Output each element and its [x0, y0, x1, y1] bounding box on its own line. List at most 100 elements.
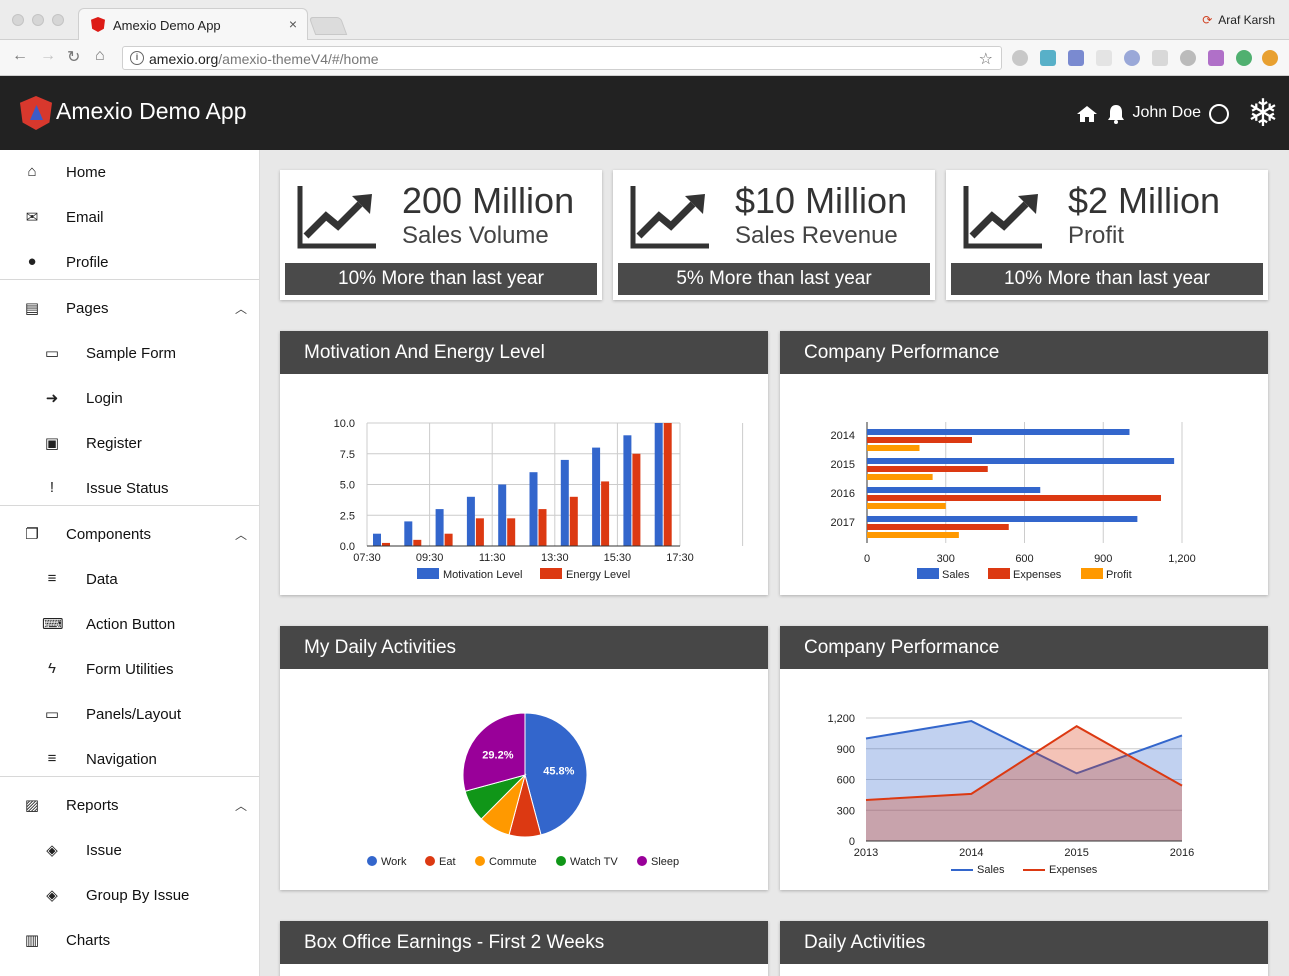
- sidebar-item-login[interactable]: ➜ Login: [0, 376, 259, 421]
- sidebar-item-label: Reports: [66, 797, 119, 814]
- bar-sales: [867, 516, 1138, 522]
- chevron-up-icon[interactable]: ︿: [234, 799, 247, 813]
- chevron-up-icon[interactable]: ︿: [234, 528, 247, 542]
- back-arrow-icon[interactable]: ←: [12, 47, 28, 64]
- extension-shield-icon[interactable]: [1040, 50, 1056, 66]
- sidebar-item-label: Navigation: [86, 751, 157, 768]
- window-minimize-button[interactable]: [32, 14, 44, 26]
- bar-profit: [867, 474, 933, 480]
- url-text[interactable]: amexio.org/amexio-themeV4/#/home: [149, 51, 379, 67]
- sidebar-item-label: Form Utilities: [86, 661, 174, 678]
- bar-motivation-level: [623, 435, 632, 546]
- legend-dot: [425, 856, 435, 866]
- bar-motivation-level: [560, 459, 569, 546]
- y-tick-label: 5.0: [340, 480, 355, 492]
- browser-tab-title: Amexio Demo App: [113, 18, 221, 33]
- sidebar-item-data[interactable]: ≡ Data: [0, 557, 259, 602]
- x-tick-label: 2013: [854, 847, 878, 859]
- new-tab-button[interactable]: [308, 17, 348, 35]
- x-tick-label: 11:30: [479, 552, 506, 564]
- bar-energy-level: [663, 423, 672, 546]
- sidebar-item-issue[interactable]: ◈ Issue: [0, 828, 259, 873]
- sidebar-divider: [0, 776, 259, 777]
- user-avatar-icon[interactable]: [1209, 104, 1229, 124]
- x-tick-label: 1,200: [1168, 553, 1196, 565]
- card-title: Company Performance: [780, 626, 1268, 669]
- x-tick-label: 15:30: [604, 552, 632, 564]
- extension-note-icon[interactable]: [1208, 50, 1224, 66]
- extension-grammarly-icon[interactable]: [1236, 50, 1252, 66]
- legend-dot: [367, 856, 377, 866]
- window-maximize-button[interactable]: [52, 14, 64, 26]
- sidebar-item-pages[interactable]: ▤ Pages ︿: [0, 286, 259, 331]
- extension-gauge-icon[interactable]: [1180, 50, 1196, 66]
- forward-arrow-icon[interactable]: →: [40, 47, 56, 64]
- browser-tab[interactable]: Amexio Demo App ×: [78, 8, 308, 40]
- sidebar-item-components[interactable]: ❐ Components ︿: [0, 512, 259, 557]
- header-home-icon[interactable]: [1077, 106, 1097, 122]
- card-title: Company Performance: [780, 331, 1268, 374]
- sidebar-item-issue-status[interactable]: ! Issue Status: [0, 466, 259, 511]
- extension-orange-icon[interactable]: [1262, 50, 1278, 66]
- bar-expenses: [867, 466, 988, 472]
- legend-label: Eat: [439, 856, 456, 868]
- bars-icon: ≡: [47, 750, 57, 767]
- sidebar-item-label: Home: [66, 164, 107, 181]
- sidebar-nav: ⌂ Home ✉ Email ● Profile ▤ Pages ︿ ▭ Sample Form ➜ L…: [0, 150, 260, 976]
- card-box-office: Box Office Earnings - First 2 Weeks: [280, 921, 768, 976]
- sidebar-item-register[interactable]: ▣ Register: [0, 421, 259, 466]
- extension-arrow-icon[interactable]: [1096, 50, 1112, 66]
- bar-profit: [867, 532, 959, 538]
- sidebar-item-action-button[interactable]: ⌨ Action Button: [0, 602, 259, 647]
- sidebar-item-label: Sample Form: [86, 345, 177, 362]
- sidebar-item-group-by-issue[interactable]: ◈ Group By Issue: [0, 873, 259, 918]
- browser-profile[interactable]: ⟳ Araf Karsh: [1202, 13, 1275, 27]
- snowflake-settings-icon[interactable]: ❄: [1247, 93, 1279, 135]
- info-icon[interactable]: i: [130, 51, 144, 65]
- extension-info-icon[interactable]: [1068, 50, 1084, 66]
- tab-close-icon[interactable]: ×: [288, 16, 297, 32]
- envelope-icon: ✉: [25, 209, 39, 226]
- image-icon: ▨: [24, 797, 40, 814]
- legend-label: Expenses: [1013, 569, 1062, 581]
- legend-swatch: [988, 568, 1010, 579]
- home-icon[interactable]: ⌂: [95, 47, 105, 64]
- sidebar-item-label: Issue: [86, 842, 122, 859]
- sidebar-item-sample-form[interactable]: ▭ Sample Form: [0, 331, 259, 376]
- window-close-button[interactable]: [12, 14, 24, 26]
- legend-label: Motivation Level: [443, 569, 523, 581]
- chevron-up-icon[interactable]: ︿: [234, 302, 247, 316]
- bookmark-star-icon[interactable]: ☆: [978, 51, 993, 68]
- header-user-name[interactable]: John Doe: [1132, 104, 1202, 121]
- sidebar-item-panels-layout[interactable]: ▭ Panels/Layout: [0, 692, 259, 737]
- line-sales: [865, 720, 1183, 775]
- sidebar-item-home[interactable]: ⌂ Home: [0, 150, 259, 195]
- bar-motivation-level: [498, 484, 507, 546]
- card-title: My Daily Activities: [280, 626, 768, 669]
- sidebar-item-navigation[interactable]: ≡ Navigation: [0, 737, 259, 782]
- stat-value: $2 Million: [1068, 180, 1221, 221]
- sidebar-item-charts[interactable]: ▥ Charts: [0, 918, 259, 963]
- extension-bird-icon[interactable]: [1124, 50, 1140, 66]
- sidebar-item-label: Email: [66, 209, 104, 226]
- home-icon: ⌂: [27, 163, 37, 180]
- stat-caption: Sales Volume: [402, 222, 549, 249]
- sidebar-divider: [0, 279, 259, 280]
- stat-footer: 10% More than last year: [951, 263, 1263, 295]
- stat-card-sales-revenue: $10 Million Sales Revenue 5% More than l…: [613, 170, 935, 300]
- bar-energy-level: [382, 542, 390, 546]
- extension-grid-icon[interactable]: [1152, 50, 1168, 66]
- pie-slice-work: [524, 712, 588, 836]
- sidebar-item-form-utilities[interactable]: ϟ Form Utilities: [0, 647, 259, 692]
- extension-cloud-icon[interactable]: [1012, 50, 1028, 66]
- sidebar-item-reports[interactable]: ▨ Reports ︿: [0, 783, 259, 828]
- address-bar[interactable]: i amexio.org/amexio-themeV4/#/home ☆: [122, 46, 1002, 70]
- y-tick-label: 0.0: [340, 541, 355, 553]
- reload-icon[interactable]: ↻: [67, 49, 81, 66]
- laptop-icon: ▭: [44, 345, 60, 362]
- sidebar-item-profile[interactable]: ● Profile: [0, 240, 259, 285]
- bar-expenses: [867, 495, 1161, 501]
- sidebar-item-email[interactable]: ✉ Email: [0, 195, 259, 240]
- legend-label: Work: [381, 856, 407, 868]
- notification-bell-icon[interactable]: [1106, 104, 1126, 124]
